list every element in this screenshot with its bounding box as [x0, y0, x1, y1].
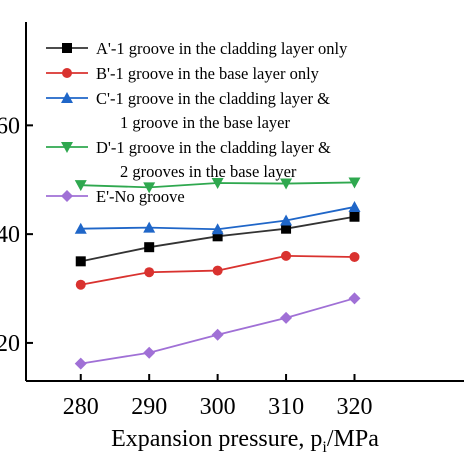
series-3-point-3: [280, 178, 293, 190]
series-4-point-4: [348, 292, 361, 305]
legend-item-2: C'-1 groove in the cladding layer & 1 gro…: [46, 89, 330, 132]
axes: 280 290 300 310 320 20 40 60: [0, 22, 464, 420]
legend-marker-1: [62, 68, 72, 78]
legend-marker-3: [61, 142, 73, 153]
x-tick-label-310: 310: [268, 394, 304, 420]
series-2-point-1: [143, 221, 156, 233]
series-layer: [74, 177, 361, 370]
legend-marker-4: [61, 190, 73, 202]
series-3-point-1: [143, 182, 156, 194]
legend-item-4: E'-No groove: [46, 187, 185, 206]
series-2: [74, 200, 361, 235]
series-2-point-2: [211, 223, 224, 235]
series-0-point-4: [349, 211, 360, 222]
legend-label-2-0: C'-1 groove in the cladding layer &: [96, 89, 330, 108]
series-4-point-3: [280, 311, 293, 324]
series-4-point-2: [211, 328, 224, 341]
legend: A'-1 groove in the cladding layer only B'…: [46, 39, 348, 206]
series-0-point-2: [212, 231, 223, 242]
legend-marker-0: [62, 43, 72, 53]
series-2-point-4: [348, 200, 361, 212]
series-1-point-1: [144, 267, 155, 278]
legend-item-1: B'-1 groove in the base layer only: [46, 64, 320, 83]
series-1-point-3: [281, 250, 292, 261]
legend-item-0: A'-1 groove in the cladding layer only: [46, 39, 348, 58]
series-1-point-4: [349, 251, 360, 262]
legend-label-1-0: B'-1 groove in the base layer only: [96, 64, 320, 83]
series-3-point-2: [211, 178, 224, 190]
legend-label-0-0: A'-1 groove in the cladding layer only: [96, 39, 348, 58]
legend-label-4-0: E'-No groove: [96, 187, 185, 206]
series-3: [74, 177, 361, 194]
series-1-point-0: [75, 279, 86, 290]
series-4: [74, 292, 361, 370]
legend-label-3-0: D'-1 groove in the cladding layer &: [96, 138, 331, 157]
x-tick-label-290: 290: [131, 394, 167, 420]
series-1-point-2: [212, 265, 223, 276]
y-tick-label-60: 60: [0, 113, 20, 139]
y-tick-label-20: 20: [0, 331, 20, 357]
series-0-point-1: [144, 242, 155, 253]
y-tick-label-40: 40: [0, 222, 20, 248]
series-4-point-1: [143, 346, 156, 359]
series-3-point-0: [74, 180, 87, 192]
series-0-point-3: [281, 223, 292, 234]
legend-label-2-1: 1 groove in the base layer: [120, 113, 290, 132]
legend-item-3: D'-1 groove in the cladding layer & 2 gro…: [46, 138, 331, 181]
legend-label-3-1: 2 grooves in the base layer: [120, 162, 297, 181]
x-tick-label-300: 300: [200, 394, 236, 420]
x-axis-title: Expansion pressure, pi/MPa: [111, 426, 379, 456]
legend-marker-2: [61, 92, 73, 103]
x-tick-label-280: 280: [63, 394, 99, 420]
series-0: [75, 211, 360, 267]
series-3-point-4: [348, 177, 361, 189]
series-2-point-3: [280, 214, 293, 226]
series-0-point-0: [75, 256, 86, 267]
x-tick-label-320: 320: [337, 394, 373, 420]
series-2-point-0: [74, 222, 87, 234]
series-1: [75, 250, 360, 290]
series-4-point-0: [74, 357, 87, 370]
